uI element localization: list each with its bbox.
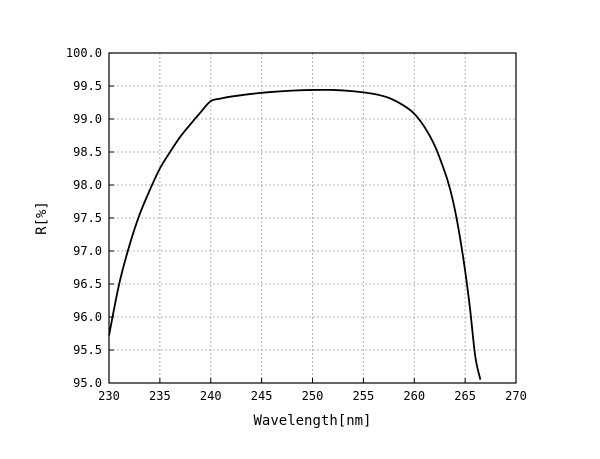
- y-tick-label: 95.5: [73, 343, 102, 357]
- y-tick-label: 96.0: [73, 310, 102, 324]
- reflectance-series-line: [108, 88, 482, 380]
- x-tick-label: 245: [251, 389, 273, 403]
- x-tick-labels: 230 235 240 245 250 255 260 265 270: [98, 389, 527, 403]
- y-axis-title: R[%]: [34, 201, 50, 235]
- x-tick-label: 240: [200, 389, 222, 403]
- y-tick-label: 98.0: [73, 178, 102, 192]
- x-tick-label: 260: [403, 389, 425, 403]
- x-tick-label: 230: [98, 389, 120, 403]
- x-tick-label: 270: [505, 389, 527, 403]
- tick-marks: [108, 52, 517, 384]
- y-tick-label: 97.0: [73, 244, 102, 258]
- x-tick-label: 255: [353, 389, 375, 403]
- y-tick-label: 99.0: [73, 112, 102, 126]
- y-tick-labels: 95.0 95.5 96.0 96.5 97.0 97.5 98.0 98.5 99.0 99.5…: [66, 46, 102, 390]
- y-tick-label: 100.0: [66, 46, 102, 60]
- y-tick-label: 98.5: [73, 145, 102, 159]
- y-tick-label: 96.5: [73, 277, 102, 291]
- x-tick-label: 235: [149, 389, 171, 403]
- y-tick-label: 95.0: [73, 376, 102, 390]
- y-tick-label: 97.5: [73, 211, 102, 225]
- x-tick-label: 265: [454, 389, 476, 403]
- x-axis-title: Wavelength[nm]: [253, 413, 371, 429]
- x-tick-label: 250: [302, 389, 324, 403]
- grid-lines: [109, 53, 516, 383]
- y-tick-label: 99.5: [73, 79, 102, 93]
